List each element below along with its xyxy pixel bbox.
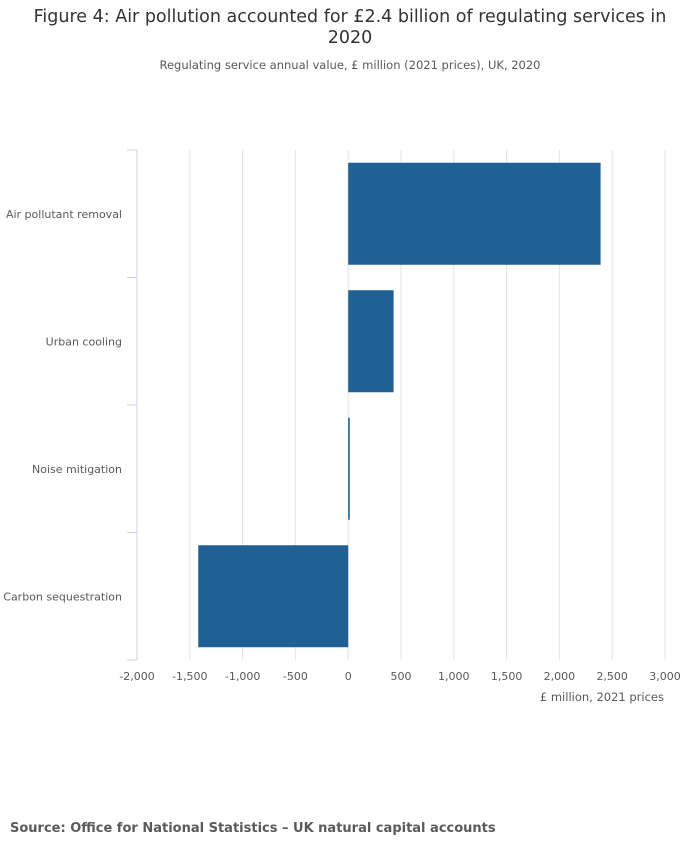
x-tick-label: -1,500 xyxy=(172,670,207,683)
chart-title: Figure 4: Air pollution accounted for £2… xyxy=(33,7,667,48)
bar xyxy=(348,162,601,265)
category-label: Air pollutant removal xyxy=(6,208,122,221)
category-labels: Air pollutant removal Urban cooling Noise … xyxy=(3,208,122,604)
category-label: Urban cooling xyxy=(46,335,122,348)
x-tick-label: 3,000 xyxy=(649,670,681,683)
y-axis xyxy=(127,149,138,661)
x-tick-label: 500 xyxy=(391,670,412,683)
x-axis-title: £ million, 2021 prices xyxy=(540,690,664,704)
x-tick-label: 2,500 xyxy=(596,670,628,683)
x-tick-label: 1,500 xyxy=(491,670,523,683)
category-label: Noise mitigation xyxy=(32,463,122,476)
x-tick-label: 1,000 xyxy=(438,670,470,683)
bars xyxy=(198,162,601,648)
x-tick-label: -1,000 xyxy=(225,670,260,683)
bar-chart: -2,000 -1,500 -1,000 -500 0 500 1,000 1,500 2,00… xyxy=(3,149,681,704)
bar xyxy=(348,290,394,393)
x-tick-label: -500 xyxy=(283,670,308,683)
bar xyxy=(348,417,350,520)
category-label: Carbon sequestration xyxy=(3,590,122,603)
bar xyxy=(198,545,349,648)
x-tick-label: 0 xyxy=(345,670,352,683)
source-note: Source: Office for National Statistics –… xyxy=(10,821,496,836)
x-axis-ticks: -2,000 -1,500 -1,000 -500 0 500 1,000 1,500 2,00… xyxy=(119,670,680,683)
x-tick-label: -2,000 xyxy=(119,670,154,683)
chart-subtitle: Regulating service annual value, £ milli… xyxy=(159,58,541,72)
x-tick-label: 2,000 xyxy=(544,670,576,683)
